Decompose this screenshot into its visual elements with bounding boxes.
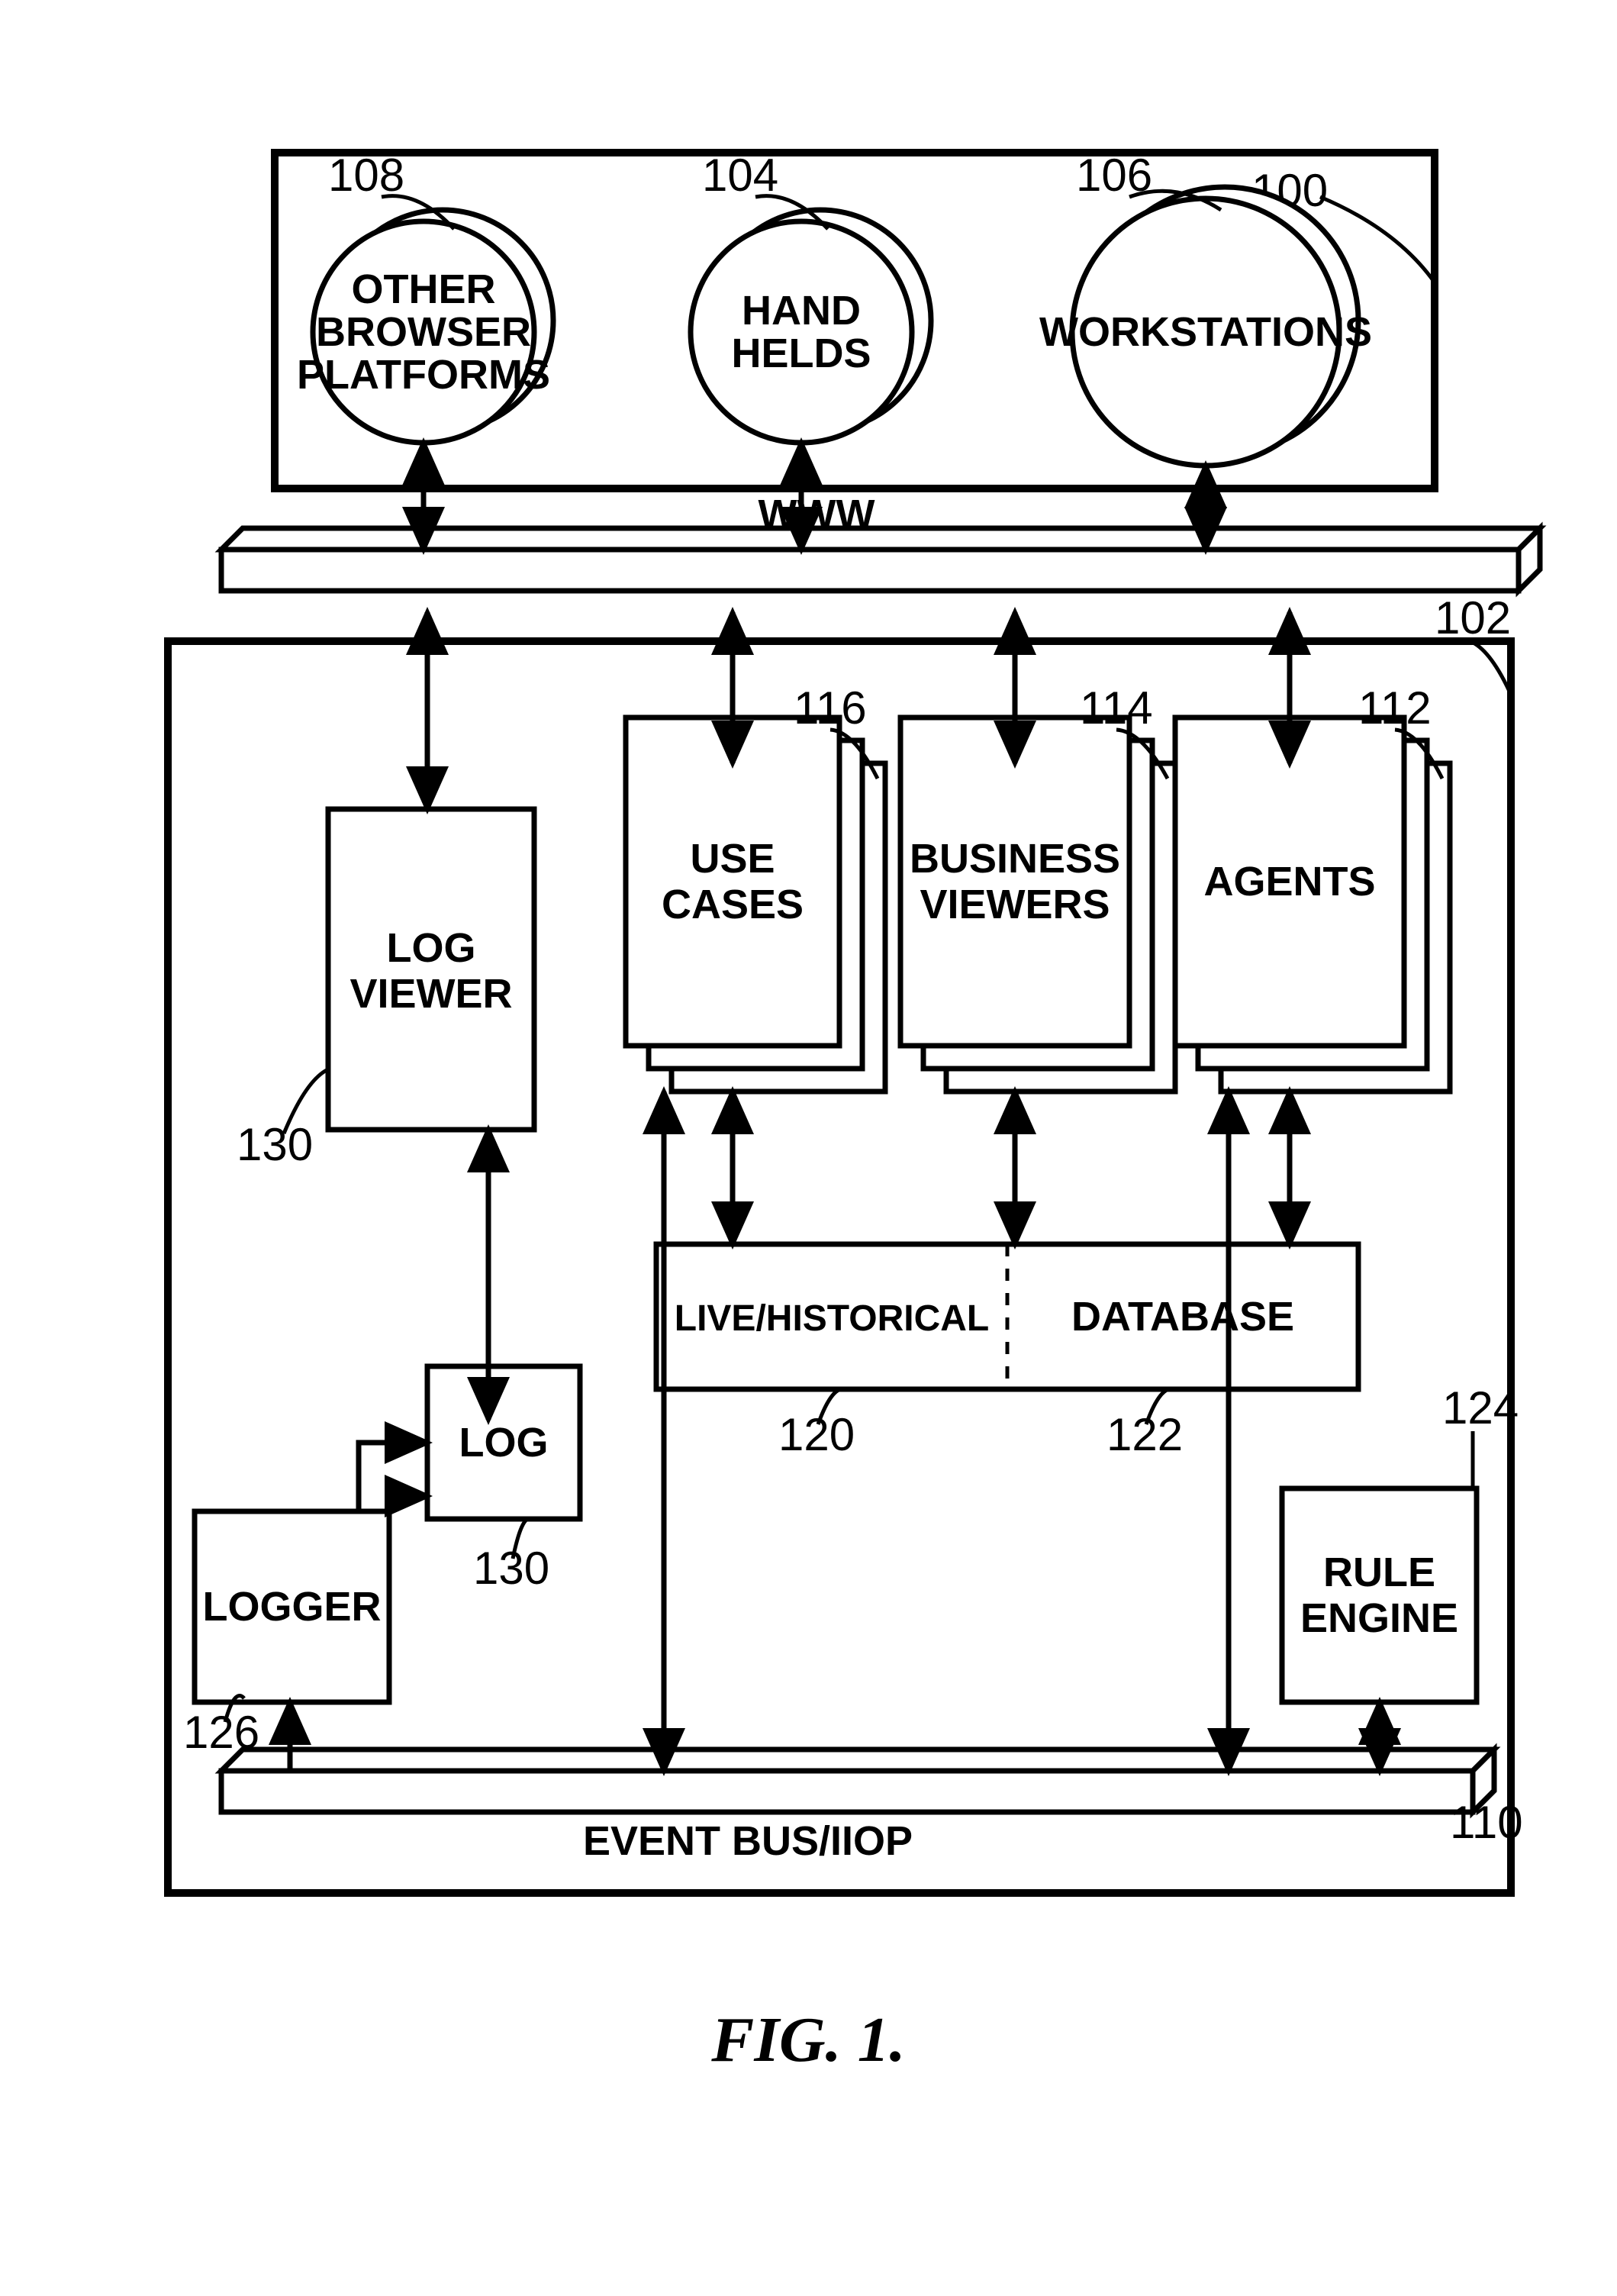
svg-text:WORKSTATIONS: WORKSTATIONS (1039, 309, 1372, 355)
svg-text:LOG: LOG (387, 925, 476, 971)
svg-text:VIEWERS: VIEWERS (920, 882, 1110, 927)
svg-text:OTHER: OTHER (352, 266, 496, 312)
arrow-logger-log (359, 1443, 427, 1511)
svg-text:PLATFORMS: PLATFORMS (297, 352, 550, 398)
ref-102: 102 (1435, 592, 1511, 643)
svg-text:VIEWER: VIEWER (349, 971, 512, 1017)
figure-label: FIG. 1. (710, 2004, 905, 2075)
ref-116: 116 (794, 682, 867, 734)
svg-text:LOG: LOG (459, 1420, 549, 1466)
svg-text:130: 130 (473, 1543, 549, 1594)
svg-text:BUSINESS: BUSINESS (910, 836, 1120, 882)
system-architecture-diagram: 100OTHERBROWSERPLATFORMS108HANDHELDS104W… (0, 0, 1617, 2296)
ref-110: 110 (1450, 1797, 1523, 1848)
ref-112: 112 (1358, 682, 1432, 734)
svg-text:120: 120 (778, 1409, 855, 1460)
svg-text:USE: USE (690, 836, 775, 882)
svg-text:HELDS: HELDS (731, 331, 871, 376)
ref-logviewer: 130 (237, 1119, 313, 1170)
ref-108: 108 (328, 150, 404, 201)
svg-text:LIVE/HISTORICAL: LIVE/HISTORICAL (675, 1298, 989, 1339)
svg-text:LOGGER: LOGGER (202, 1584, 381, 1630)
svg-text:124: 124 (1442, 1382, 1519, 1433)
ref-104: 104 (702, 150, 778, 201)
svg-text:122: 122 (1106, 1409, 1183, 1460)
svg-text:ENGINE: ENGINE (1300, 1595, 1458, 1641)
svg-text:CASES: CASES (662, 882, 804, 927)
svg-text:DATABASE: DATABASE (1071, 1294, 1294, 1340)
svg-text:RULE: RULE (1323, 1549, 1435, 1595)
event-bus-label: EVENT BUS/IIOP (583, 1818, 913, 1864)
ref-114: 114 (1080, 682, 1153, 734)
arrow-logger-log (389, 1496, 427, 1511)
svg-text:HAND: HAND (742, 288, 861, 334)
www-label: WWW (759, 492, 875, 537)
svg-text:AGENTS: AGENTS (1203, 859, 1375, 905)
svg-text:BROWSER: BROWSER (316, 309, 531, 355)
